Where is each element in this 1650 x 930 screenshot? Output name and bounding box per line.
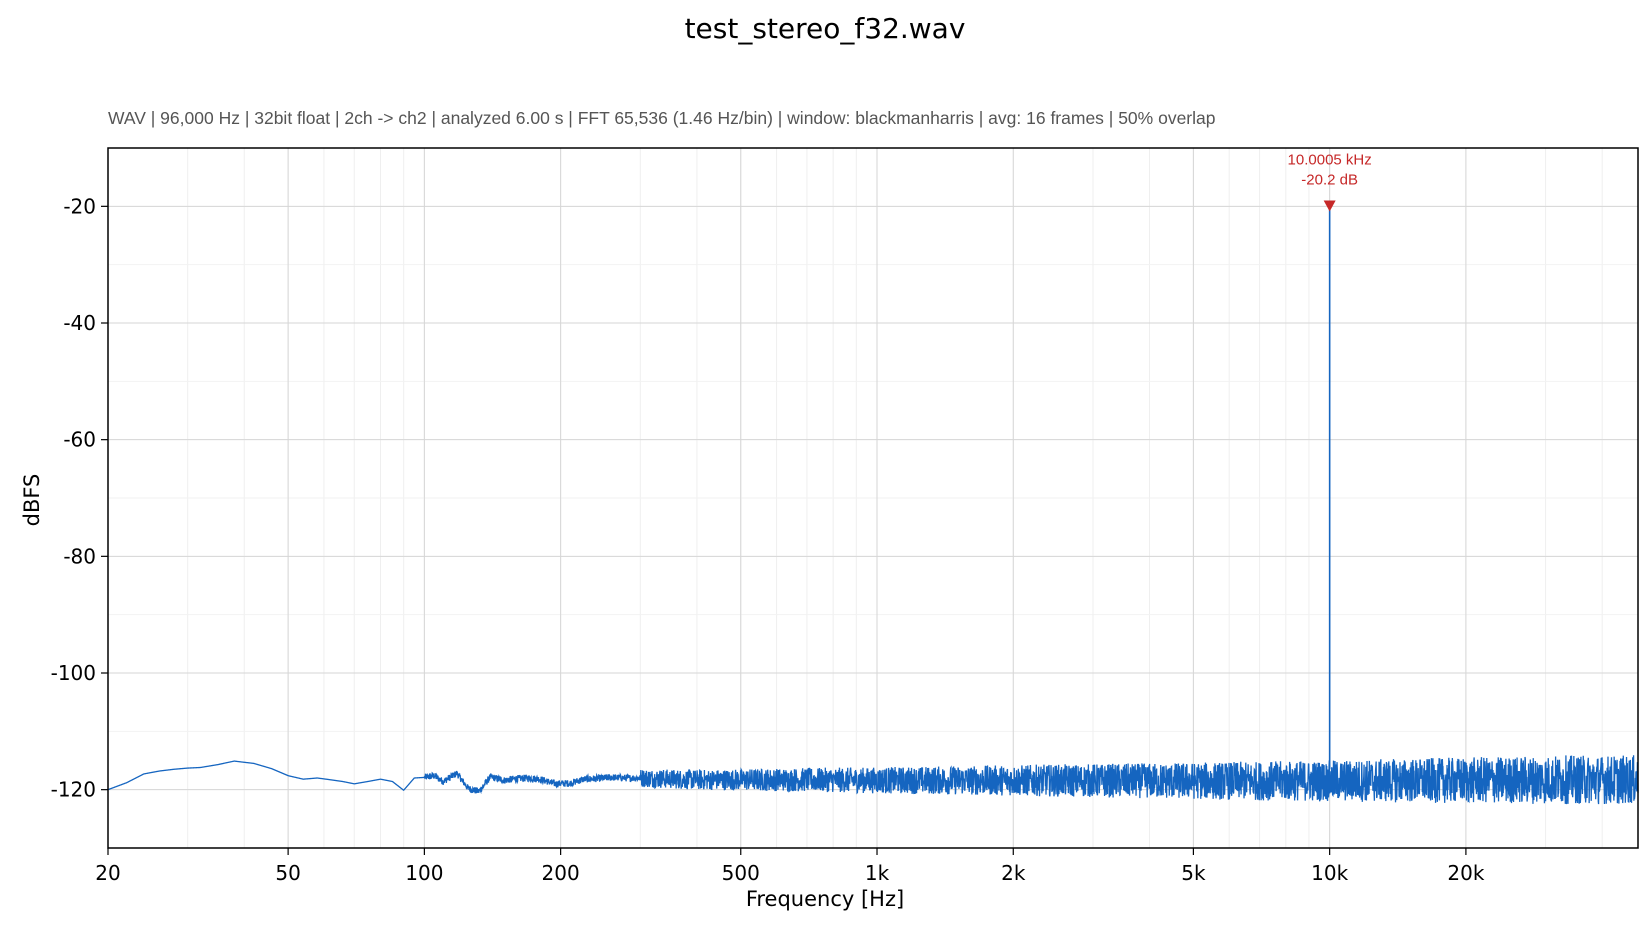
x-tick-label: 50	[275, 861, 300, 885]
minor-grid	[108, 147, 1638, 849]
y-tick-label: -100	[51, 661, 96, 685]
x-ticks: 20 50 100 200 500 1k 2k 5k 10k 20k	[95, 848, 1485, 885]
x-tick-label: 1k	[865, 861, 890, 885]
peak-level-label: -20.2 dB	[1301, 172, 1358, 189]
peak-frequency-label: 10.0005 kHz	[1288, 152, 1372, 169]
x-tick-label: 20k	[1447, 861, 1484, 885]
y-tick-label: -20	[63, 194, 96, 218]
y-ticks: -20 -40 -60 -80 -100 -120	[51, 194, 108, 802]
x-tick-label: 5k	[1181, 861, 1206, 885]
x-tick-label: 20	[95, 861, 120, 885]
peak-marker	[1323, 200, 1336, 212]
x-tick-label: 200	[542, 861, 580, 885]
y-tick-label: -60	[63, 428, 96, 452]
x-axis-label: Frequency [Hz]	[745, 887, 905, 911]
plot-frame	[107, 147, 1639, 849]
x-tick-label: 10k	[1311, 861, 1348, 885]
chart-subtitle: WAV | 96,000 Hz | 32bit float | 2ch -> c…	[108, 108, 1216, 128]
x-tick-label: 500	[722, 861, 760, 885]
spectrum-line	[107, 755, 1639, 805]
chart-title: test_stereo_f32.wav	[684, 12, 966, 45]
x-tick-label: 100	[405, 861, 443, 885]
y-tick-label: -40	[63, 311, 96, 335]
series-layer	[107, 207, 1639, 805]
y-tick-label: -80	[63, 544, 96, 568]
peak-annotation: 10.0005 kHz -20.2 dB	[1288, 152, 1372, 212]
x-tick-label: 2k	[1001, 861, 1026, 885]
y-tick-label: -120	[51, 778, 96, 802]
